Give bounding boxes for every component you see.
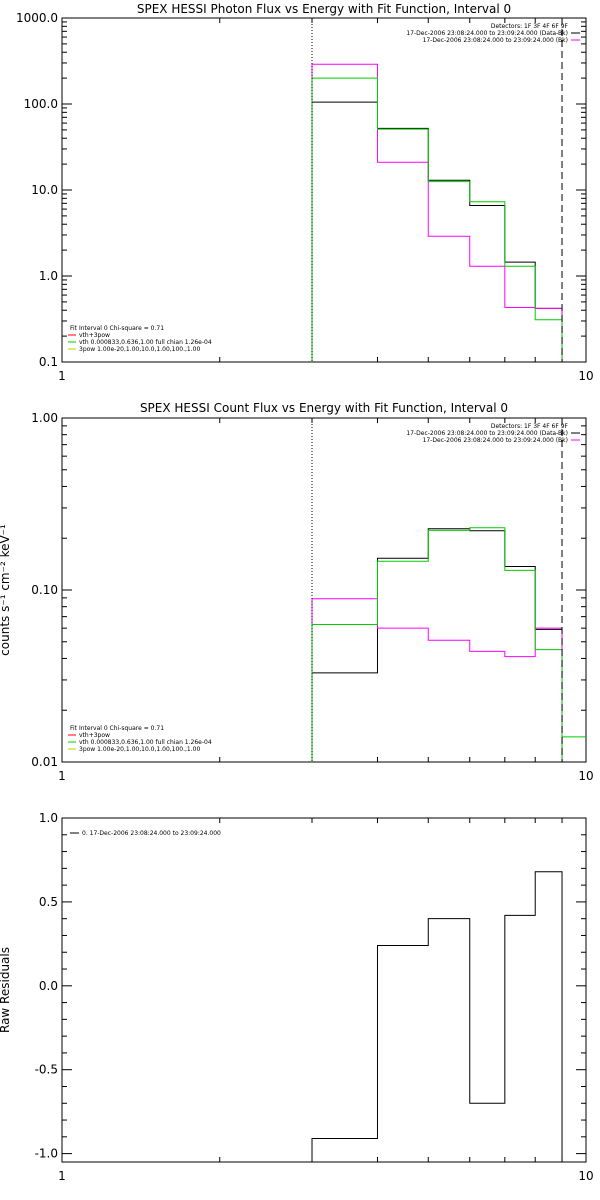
y-tick-label: 1.0 [39, 269, 58, 283]
plot-frame [61, 817, 587, 1163]
y-tick-label: -1.0 [35, 1147, 58, 1161]
legend-top-label: 17-Dec-2006 23:08:24.000 to 23:09:24.000… [423, 437, 568, 444]
y-tick-label: 1.0 [39, 811, 58, 825]
plot-frame [61, 17, 587, 363]
residuals-panel: Raw Residuals 1 10 1.0 0.5 0.0 -0.5 -1.0 0. 17-… [0, 811, 594, 1183]
count-flux-title: SPEX HESSI Count Flux vs Energy with Fit… [140, 401, 508, 415]
legend-top-label: 17-Dec-2006 23:08:24.000 to 23:09:24.000… [423, 37, 568, 44]
residuals-ylabel: Raw Residuals [0, 947, 12, 1033]
y-tick-label: 10.0 [31, 183, 58, 197]
plot-frame [61, 417, 587, 763]
legend-bottom-label: 3pow 1.00e-20,1.00,10.0,1.00,100.,1.00 [79, 746, 200, 753]
series-bk [311, 598, 563, 762]
y-tick-label: -0.5 [35, 1063, 58, 1077]
legend-bottom-label: Fit Interval 0 Chi-square = 0.71 [70, 725, 164, 732]
series-model-extra [561, 736, 586, 762]
legend-top-label: 17-Dec-2006 23:08:24.000 to 23:09:24.000… [406, 430, 568, 437]
x-tick-label: 1 [58, 369, 66, 383]
y-tick-label: 0.0 [39, 979, 58, 993]
y-tick-label: 1.00 [31, 411, 58, 425]
legend-bottom-label: vth+3pow [79, 332, 110, 339]
series-data [311, 101, 563, 362]
x-tick-label: 10 [578, 369, 593, 383]
legend-top-label: Detectors: 1F 3F 4F 6F 9F [491, 423, 569, 430]
legend-bottom-label: vth 0.000833,0.636,1.00 full chian 1.26e… [79, 739, 212, 746]
photon-flux-title: SPEX HESSI Photon Flux vs Energy with Fi… [137, 2, 511, 16]
legend-bottom-label: vth+3pow [79, 732, 110, 739]
y-tick-label: 100.0 [24, 97, 58, 111]
x-tick-label: 1 [58, 1169, 66, 1183]
legend-label: 0. 17-Dec-2006 23:08:24.000 to 23:09:24.… [82, 830, 221, 837]
legend-bottom-label: 3pow 1.00e-20,1.00,10.0,1.00,100.,1.00 [79, 346, 200, 353]
x-tick-label: 10 [578, 769, 593, 783]
series-data [311, 528, 563, 762]
legend-bottom-label: vth 0.000833,0.636,1.00 full chian 1.26e… [79, 339, 212, 346]
series-residual [311, 871, 563, 1162]
y-tick-label: 0.5 [39, 895, 58, 909]
y-tick-label: 0.01 [31, 755, 58, 769]
y-tick-label: 0.1 [39, 355, 58, 369]
legend-top-label: Detectors: 1F 3F 4F 6F 9F [491, 23, 569, 30]
series-bk [311, 63, 563, 362]
count-flux-panel: SPEX HESSI Count Flux vs Energy with Fit… [0, 401, 594, 783]
legend-top-label: 17-Dec-2006 23:08:24.000 to 23:09:24.000… [406, 30, 568, 37]
series-model [311, 527, 563, 762]
series-model [311, 77, 563, 362]
x-tick-label: 10 [578, 1169, 593, 1183]
y-tick-label: 0.10 [31, 583, 58, 597]
x-tick-label: 1 [58, 769, 66, 783]
legend-bottom-label: Fit Interval 0 Chi-square = 0.71 [70, 325, 164, 332]
photon-flux-panel: SPEX HESSI Photon Flux vs Energy with Fi… [16, 2, 594, 383]
y-tick-label: 1000.0 [16, 11, 58, 25]
count-flux-ylabel: counts s⁻¹ cm⁻² keV⁻¹ [0, 524, 12, 656]
